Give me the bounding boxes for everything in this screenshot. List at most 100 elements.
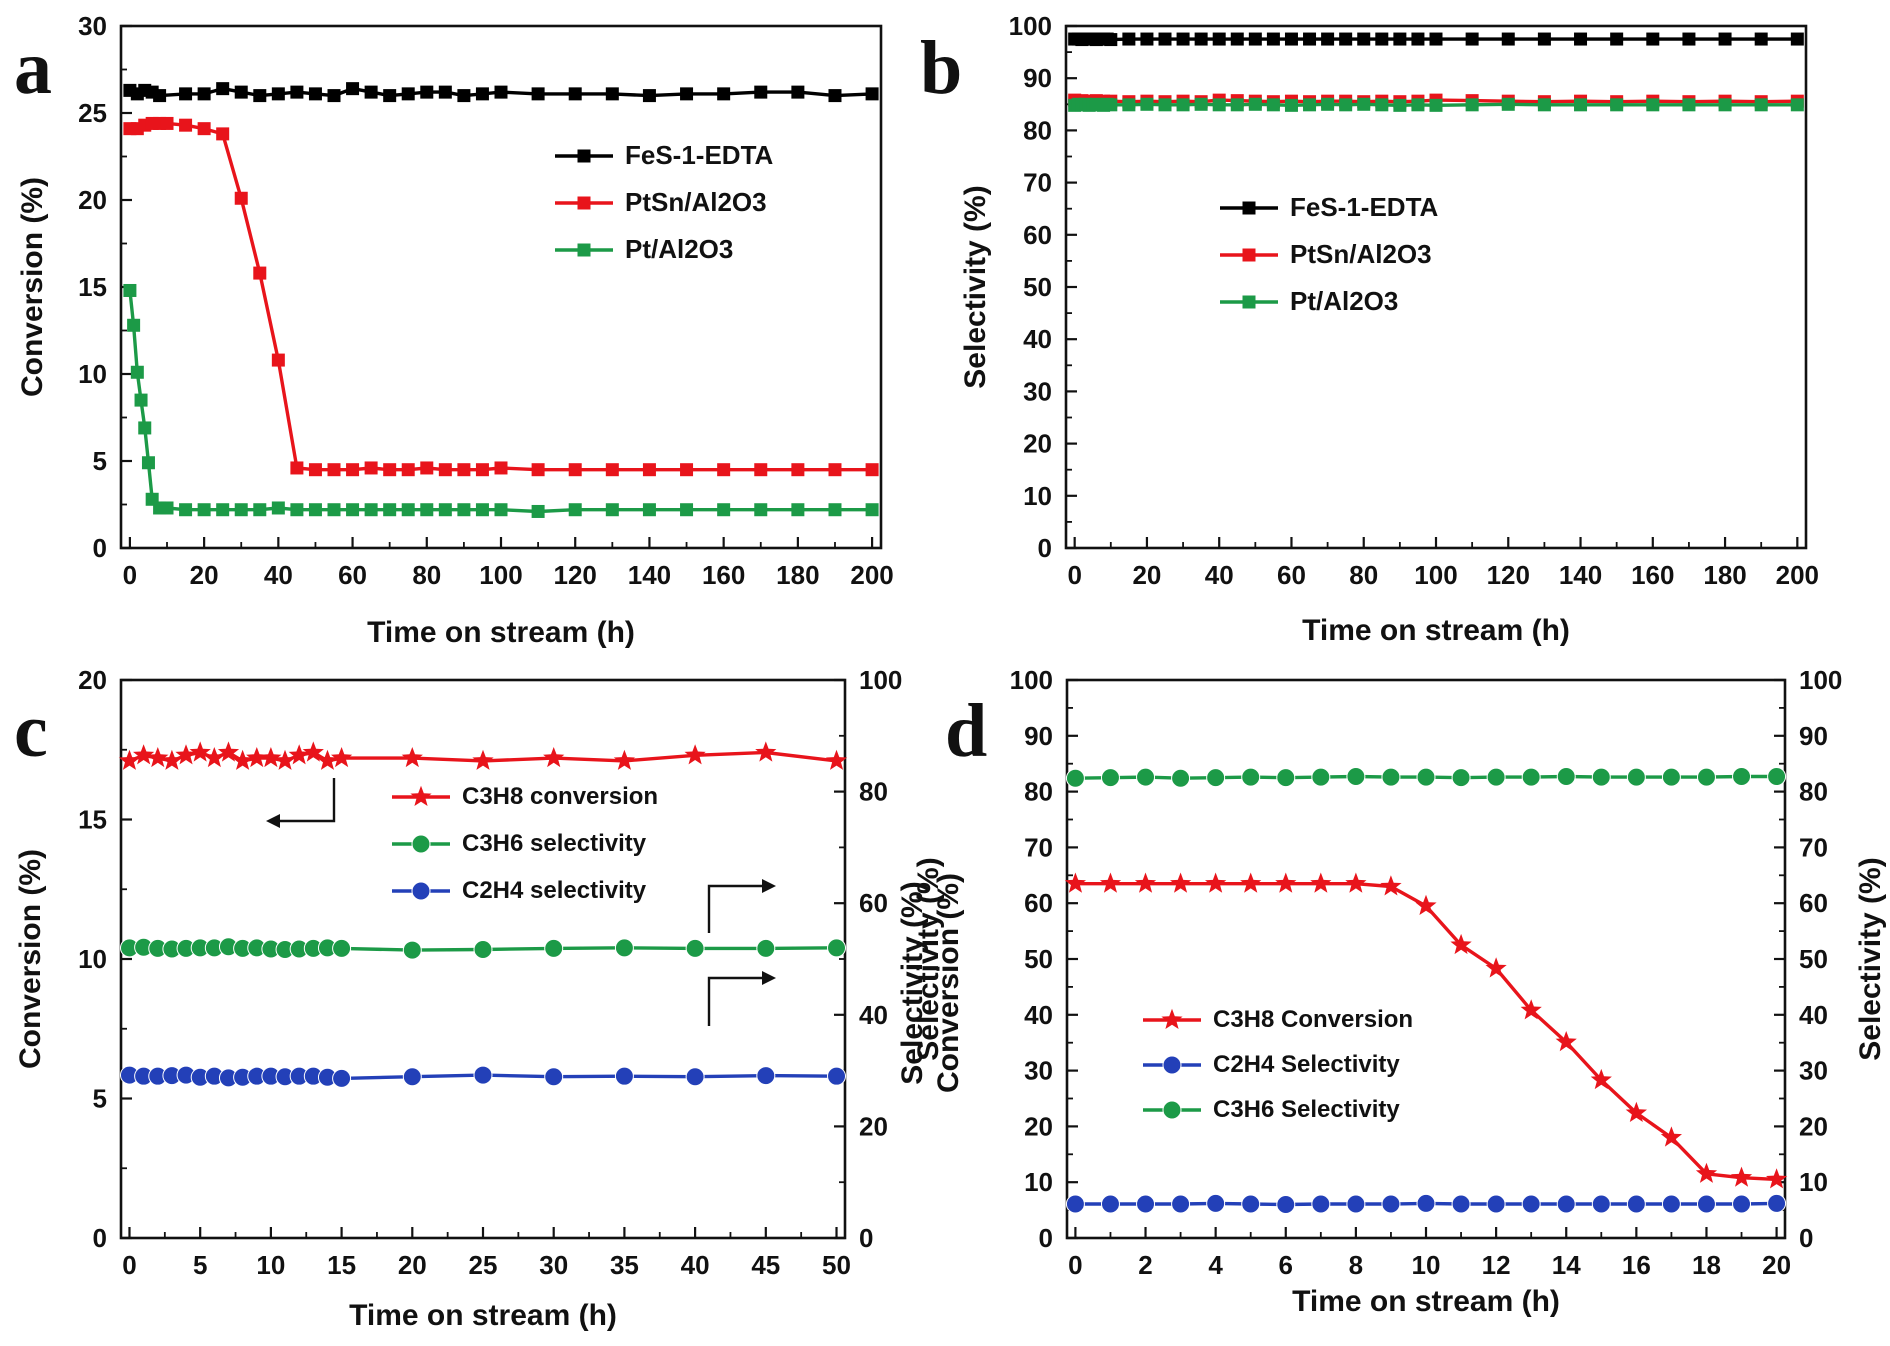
data-point (1393, 98, 1407, 112)
data-point (1574, 32, 1588, 46)
series-3 (119, 1065, 847, 1088)
y-tick-label: 20 (1023, 429, 1052, 459)
data-point (1171, 768, 1191, 788)
x-tick-label: 50 (822, 1250, 851, 1280)
data-point (1099, 872, 1122, 893)
x-tick-label: 120 (1487, 560, 1530, 590)
data-point (680, 87, 694, 101)
legend-label: C3H8 Conversion (1213, 1006, 1414, 1033)
legend-swatch (1220, 201, 1278, 214)
legend-label: C3H8 conversion (462, 783, 659, 810)
data-point (234, 85, 248, 99)
data-point (684, 744, 706, 765)
data-point (1321, 97, 1335, 111)
series-1 (118, 741, 848, 770)
y-axis-right: 0 20 40 60 80 100 (834, 665, 902, 1253)
data-point (1646, 32, 1660, 46)
data-point (1321, 32, 1335, 46)
data-point (680, 503, 694, 517)
data-point (754, 463, 768, 477)
legend-marker (1162, 1055, 1182, 1075)
series-1 (1068, 32, 1804, 47)
y-tick-label: 20 (78, 665, 107, 695)
arrow-head (762, 971, 776, 985)
data-point (685, 938, 705, 958)
data-point (346, 463, 360, 477)
y-tick-label: 90 (1024, 721, 1053, 751)
data-point (1411, 32, 1425, 46)
x-tick-label: 60 (1277, 560, 1306, 590)
data-point (438, 503, 452, 517)
legend-swatch (1143, 1008, 1201, 1029)
data-point (364, 461, 378, 475)
y-axis-label: Conversion (%) (16, 177, 49, 397)
data-point (1311, 1194, 1331, 1214)
legend-label: C3H6 selectivity (462, 830, 647, 857)
legend-item: C3H6 selectivity (392, 830, 646, 858)
y-tick-label: 15 (78, 272, 107, 302)
data-point (1661, 1194, 1681, 1214)
y-tick-label: 10 (1024, 1167, 1053, 1197)
data-point (1339, 32, 1353, 46)
data-point (1266, 98, 1280, 112)
data-point (1610, 32, 1624, 46)
legend-marker (411, 881, 431, 901)
data-point (271, 353, 285, 367)
data-point (1766, 1168, 1788, 1189)
data-point (420, 85, 434, 99)
data-point (402, 940, 422, 960)
y2-tick-label: 0 (1799, 1223, 1813, 1253)
y-axis-right: 0 10 20 30 40 50 60 70 80 90 100 (1774, 665, 1842, 1253)
arrow-head (762, 879, 776, 893)
data-point (1381, 767, 1401, 787)
data-point (1610, 98, 1624, 112)
data-point (1381, 1194, 1401, 1214)
data-point (1660, 1126, 1682, 1147)
y-tick-label: 5 (93, 1084, 107, 1114)
y-tick-label: 0 (93, 1223, 107, 1253)
y-tick-label: 60 (1023, 220, 1052, 250)
data-point (383, 503, 397, 517)
series-line (129, 121, 873, 472)
legend-item: FeS-1-EDTA (1220, 192, 1438, 223)
data-point (754, 503, 768, 517)
data-point (1284, 98, 1298, 112)
data-point (153, 89, 167, 103)
data-point (1171, 1194, 1191, 1214)
data-point (531, 87, 545, 101)
y-tick-label: 70 (1023, 168, 1052, 198)
x-tick-label: 180 (776, 560, 819, 590)
data-point (1122, 98, 1136, 112)
data-point (1122, 32, 1136, 46)
data-point (189, 741, 211, 762)
data-point (1140, 32, 1154, 46)
data-point (1241, 767, 1261, 787)
data-point (197, 87, 211, 101)
data-point (401, 747, 423, 768)
data-point (1521, 1194, 1541, 1214)
legend-swatch (555, 149, 613, 162)
x-tick-label: 140 (628, 560, 671, 590)
data-point (1206, 1193, 1226, 1213)
data-point (1591, 767, 1611, 787)
data-point (1136, 767, 1156, 787)
y-tick-label: 15 (78, 805, 107, 835)
indicator-arrow (270, 778, 336, 823)
data-point (216, 82, 230, 96)
series-2 (1065, 1193, 1787, 1215)
data-point (1501, 97, 1515, 111)
data-point (1345, 872, 1367, 893)
legend-item: FeS-1-EDTA (555, 140, 773, 171)
data-point (1276, 1195, 1296, 1215)
y-axis-label-secondary: Conversion (%) (932, 873, 965, 1093)
x-tick-label: 100 (479, 560, 522, 590)
x-tick-label: 18 (1692, 1250, 1721, 1280)
data-point (175, 744, 197, 765)
data-point (1411, 98, 1425, 112)
series-3 (123, 283, 879, 518)
x-tick-label: 200 (1776, 560, 1819, 590)
data-point (791, 463, 805, 477)
y-tick-label: 50 (1023, 272, 1052, 302)
data-point (1754, 98, 1768, 112)
y-tick-label: 50 (1024, 944, 1053, 974)
